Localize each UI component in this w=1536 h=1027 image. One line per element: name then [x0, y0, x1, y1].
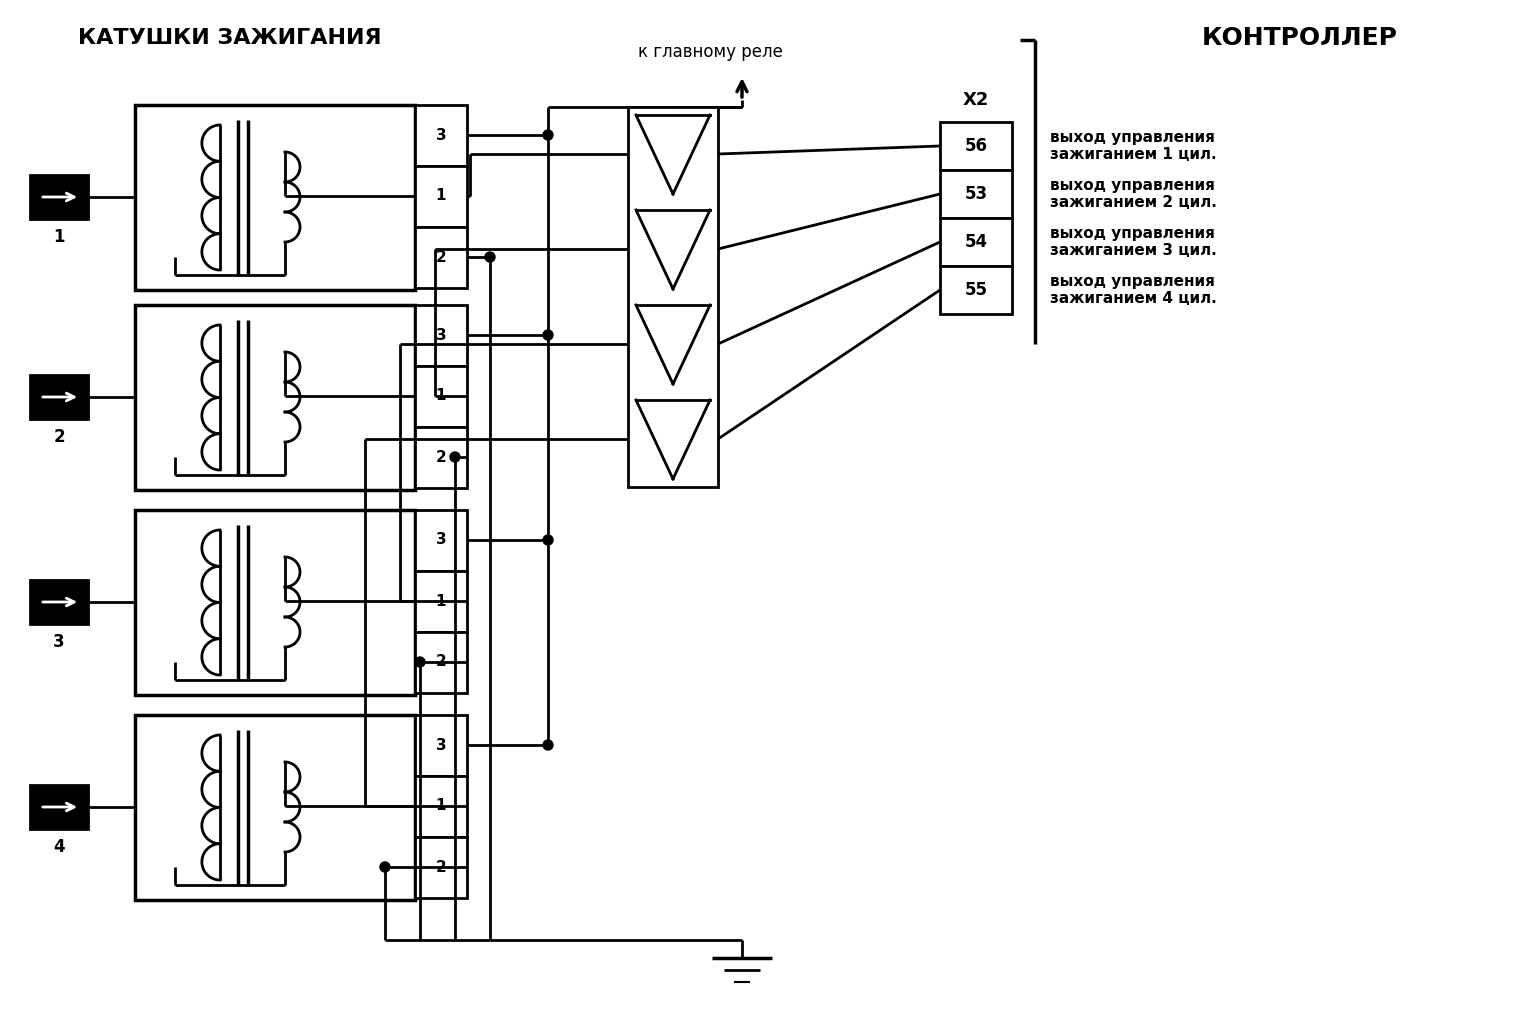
Text: X2: X2: [963, 91, 989, 109]
Bar: [415, 166, 467, 227]
Text: к главному реле: к главному реле: [637, 43, 782, 61]
Text: 1: 1: [436, 594, 447, 609]
Text: 3: 3: [436, 737, 447, 753]
Text: выход управления
зажиганием 4 цил.: выход управления зажиганием 4 цил.: [1051, 274, 1217, 306]
Text: 1: 1: [436, 189, 447, 203]
Circle shape: [544, 740, 553, 750]
Circle shape: [544, 330, 553, 340]
Text: выход управления
зажиганием 2 цил.: выход управления зажиганием 2 цил.: [1051, 178, 1217, 211]
Bar: [415, 105, 467, 166]
Text: 1: 1: [54, 228, 65, 246]
Bar: [31, 785, 88, 829]
Bar: [415, 427, 467, 488]
Bar: [940, 218, 1012, 266]
Text: 2: 2: [436, 860, 447, 875]
Bar: [415, 510, 467, 571]
Text: 1: 1: [436, 799, 447, 813]
Bar: [628, 107, 717, 487]
Circle shape: [379, 862, 390, 872]
Text: выход управления
зажиганием 3 цил.: выход управления зажиганием 3 цил.: [1051, 226, 1217, 258]
Text: 3: 3: [54, 633, 65, 651]
Bar: [415, 366, 467, 427]
Text: 2: 2: [436, 654, 447, 670]
Text: 2: 2: [436, 250, 447, 265]
Text: 54: 54: [965, 233, 988, 251]
Bar: [31, 175, 88, 219]
Bar: [415, 227, 467, 288]
Bar: [415, 715, 467, 776]
Bar: [940, 170, 1012, 218]
Bar: [31, 580, 88, 624]
Text: 4: 4: [54, 838, 65, 855]
Text: 2: 2: [436, 450, 447, 464]
Text: 1: 1: [436, 388, 447, 404]
Text: 2: 2: [54, 428, 65, 446]
Bar: [940, 266, 1012, 314]
Text: КАТУШКИ ЗАЖИГАНИЯ: КАТУШКИ ЗАЖИГАНИЯ: [78, 28, 382, 48]
Bar: [135, 105, 415, 290]
Bar: [31, 375, 88, 419]
Circle shape: [450, 452, 459, 462]
Circle shape: [544, 535, 553, 545]
Text: 55: 55: [965, 281, 988, 299]
Bar: [415, 571, 467, 632]
Bar: [135, 510, 415, 695]
Text: 53: 53: [965, 185, 988, 203]
Text: выход управления
зажиганием 1 цил.: выход управления зажиганием 1 цил.: [1051, 129, 1217, 162]
Text: 3: 3: [436, 127, 447, 143]
Text: 3: 3: [436, 328, 447, 342]
Bar: [415, 305, 467, 366]
Text: 56: 56: [965, 137, 988, 155]
Circle shape: [544, 130, 553, 140]
Circle shape: [485, 252, 495, 262]
Bar: [415, 837, 467, 898]
Bar: [415, 632, 467, 693]
Text: 3: 3: [436, 533, 447, 547]
Text: КОНТРОЛЛЕР: КОНТРОЛЛЕР: [1203, 26, 1398, 50]
Bar: [940, 122, 1012, 170]
Bar: [135, 715, 415, 900]
Bar: [135, 305, 415, 490]
Bar: [415, 776, 467, 837]
Circle shape: [415, 657, 425, 667]
